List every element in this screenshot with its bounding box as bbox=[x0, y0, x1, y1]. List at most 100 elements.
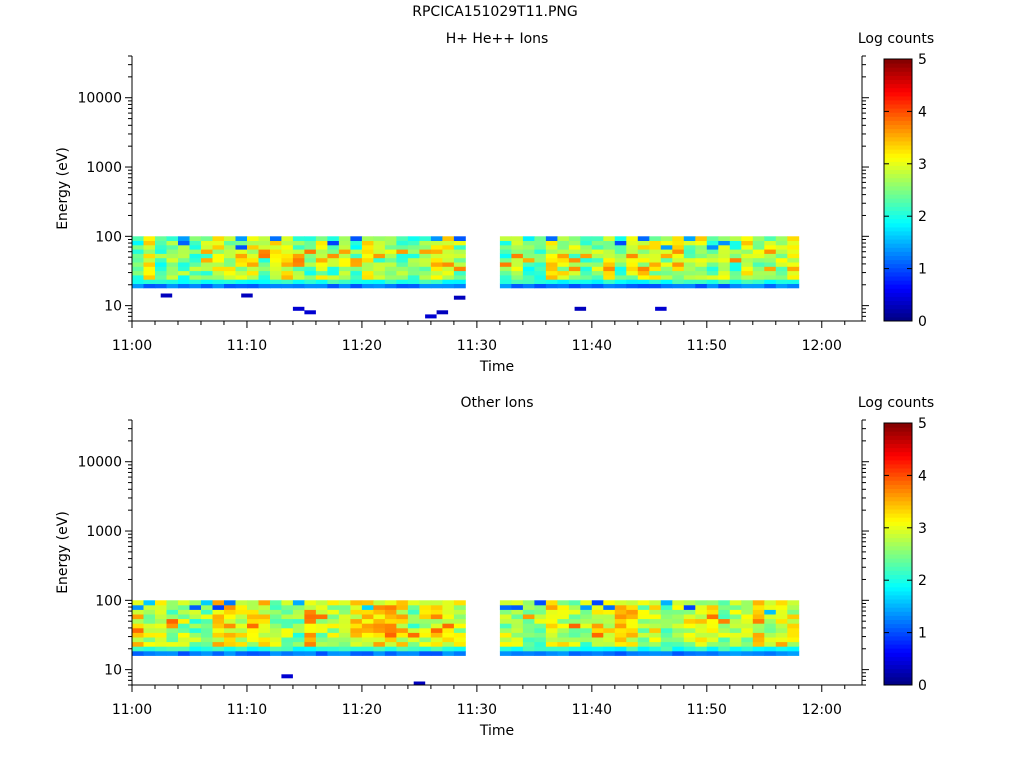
heatmap-cell bbox=[201, 257, 213, 263]
heatmap-cell bbox=[729, 236, 742, 241]
heatmap-cell bbox=[787, 618, 800, 624]
heatmap-cell bbox=[132, 646, 144, 652]
heatmap-cell bbox=[741, 641, 754, 647]
heatmap-cell bbox=[361, 618, 374, 624]
heatmap-cell bbox=[338, 270, 351, 276]
heatmap-cell bbox=[649, 240, 662, 246]
heatmap-cell bbox=[350, 244, 363, 250]
heatmap-cell bbox=[396, 641, 409, 647]
heatmap-cell bbox=[201, 623, 213, 629]
heatmap-cell bbox=[212, 262, 225, 267]
heatmap-cell bbox=[132, 627, 144, 633]
heatmap-cell bbox=[591, 646, 604, 652]
heatmap-cell bbox=[499, 600, 512, 606]
colorbar-swatch bbox=[884, 431, 912, 436]
heatmap-cell bbox=[706, 623, 719, 629]
heatmap-cell bbox=[591, 236, 604, 241]
heatmap-cell bbox=[270, 618, 282, 624]
heatmap-cell bbox=[522, 618, 535, 624]
heatmap-cell bbox=[764, 623, 777, 629]
heatmap-cell bbox=[407, 614, 420, 620]
heatmap-cell bbox=[442, 283, 455, 289]
heatmap-cell bbox=[361, 604, 374, 610]
heatmap-cell bbox=[741, 650, 754, 656]
heatmap-cell bbox=[315, 614, 328, 620]
heatmap-cell bbox=[327, 244, 340, 250]
heatmap-cell bbox=[637, 609, 650, 615]
heatmap-cell bbox=[442, 266, 455, 272]
heatmap-cell bbox=[304, 646, 317, 652]
heatmap-cell bbox=[557, 614, 570, 620]
heatmap-cell bbox=[396, 604, 409, 610]
heatmap-cell bbox=[189, 632, 202, 638]
heatmap-cell bbox=[166, 641, 179, 647]
heatmap-cell bbox=[384, 623, 397, 629]
heatmap-cell bbox=[626, 641, 639, 647]
heatmap-cell bbox=[407, 650, 420, 656]
heatmap-cell bbox=[189, 600, 202, 606]
heatmap-cell bbox=[603, 279, 616, 284]
heatmap-cell bbox=[614, 627, 627, 633]
heatmap-cell bbox=[706, 236, 719, 241]
heatmap-cell bbox=[430, 632, 443, 638]
heatmap-cell bbox=[637, 637, 650, 643]
heatmap-cell bbox=[155, 275, 167, 280]
heatmap-cell bbox=[775, 244, 788, 250]
heatmap-cell bbox=[155, 600, 167, 606]
heatmap-cell bbox=[545, 266, 558, 272]
heatmap-cell bbox=[626, 600, 639, 606]
heatmap-cell bbox=[453, 646, 466, 652]
heatmap-cell bbox=[201, 253, 213, 259]
heatmap-cell bbox=[143, 240, 156, 246]
heatmap-cell bbox=[361, 275, 374, 280]
colorbar-swatch bbox=[884, 521, 912, 526]
heatmap-cell bbox=[637, 604, 650, 610]
heatmap-cell bbox=[132, 283, 144, 289]
heatmap-cell bbox=[304, 623, 317, 629]
heatmap-cell bbox=[143, 646, 156, 652]
heatmap-cell bbox=[350, 270, 363, 276]
heatmap-cell bbox=[430, 275, 443, 280]
heatmap-cell bbox=[499, 236, 512, 241]
heatmap-cell bbox=[189, 641, 202, 647]
heatmap-cell bbox=[430, 641, 443, 647]
heatmap-cell bbox=[132, 600, 144, 606]
heatmap-cell bbox=[292, 249, 305, 254]
heatmap-cell bbox=[132, 632, 144, 638]
heatmap-cell bbox=[281, 641, 294, 647]
heatmap-cell bbox=[545, 641, 558, 647]
heatmap-cell bbox=[350, 253, 363, 259]
heatmap-cell bbox=[695, 270, 708, 276]
heatmap-cell bbox=[499, 249, 512, 254]
heatmap-cell bbox=[338, 637, 351, 643]
heatmap-cell bbox=[522, 275, 535, 280]
heatmap-cell bbox=[660, 244, 673, 250]
heatmap-cell bbox=[557, 632, 570, 638]
heatmap-cell bbox=[511, 609, 524, 615]
heatmap-cell bbox=[224, 266, 236, 272]
heatmap-cell bbox=[315, 283, 328, 289]
heatmap-cell bbox=[143, 609, 156, 615]
heatmap-cell bbox=[545, 249, 558, 254]
heatmap-cell bbox=[453, 270, 466, 276]
heatmap-cell bbox=[304, 637, 317, 643]
colorbar-swatch bbox=[884, 59, 912, 64]
heatmap-cell bbox=[407, 244, 420, 250]
heatmap-cell bbox=[155, 623, 167, 629]
heatmap-cell bbox=[304, 270, 317, 276]
heatmap-cell bbox=[752, 257, 765, 263]
colorbar-swatch bbox=[884, 554, 912, 559]
heatmap-cell bbox=[350, 650, 363, 656]
heatmap-cell bbox=[419, 604, 432, 610]
heatmap-cell bbox=[247, 646, 259, 652]
heatmap-cell bbox=[327, 646, 340, 652]
heatmap-cell bbox=[775, 600, 788, 606]
colorbar-swatch bbox=[884, 537, 912, 543]
colorbar-swatch bbox=[884, 644, 912, 649]
heatmap-cell bbox=[718, 253, 731, 259]
heatmap-cell bbox=[247, 257, 259, 263]
heatmap-cell bbox=[315, 262, 328, 267]
heatmap-cell bbox=[672, 604, 685, 610]
heatmap-cell bbox=[361, 257, 374, 263]
heatmap-cell bbox=[281, 637, 294, 643]
